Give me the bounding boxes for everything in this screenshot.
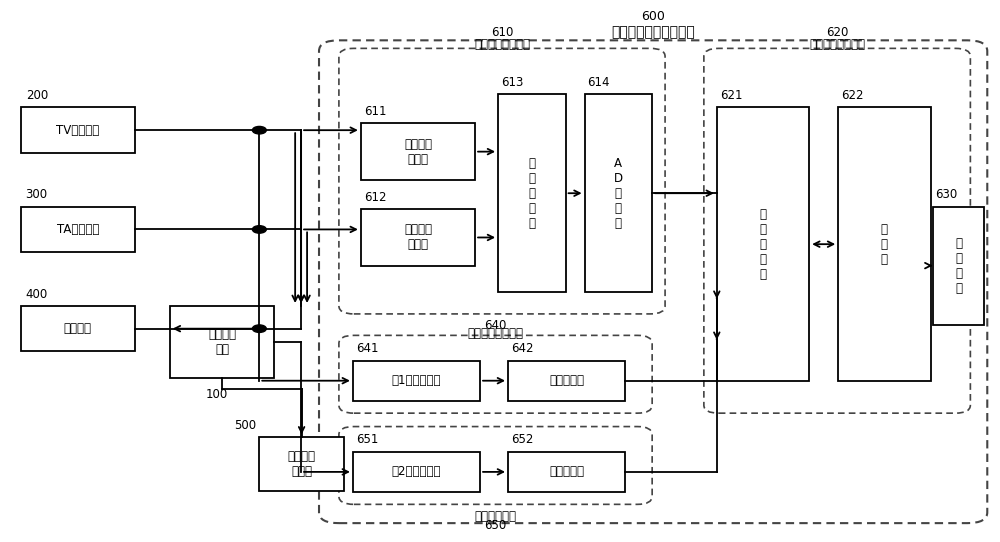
FancyBboxPatch shape — [319, 40, 987, 523]
Bar — [353, 452, 480, 492]
Circle shape — [252, 126, 266, 134]
Text: 报文解析器: 报文解析器 — [549, 466, 584, 479]
Text: 三相电压
互感器: 三相电压 互感器 — [404, 138, 432, 166]
Text: 数据处理控制单元: 数据处理控制单元 — [809, 37, 865, 50]
Bar — [361, 209, 475, 266]
Text: 650: 650 — [484, 519, 507, 532]
Bar — [21, 306, 135, 351]
Bar — [498, 94, 566, 293]
Circle shape — [252, 325, 266, 332]
Text: 被测合并
单元: 被测合并 单元 — [208, 328, 236, 356]
Text: 622: 622 — [841, 89, 864, 102]
Text: 610: 610 — [491, 26, 513, 39]
Text: 600: 600 — [641, 10, 665, 23]
Bar — [361, 124, 475, 180]
Circle shape — [252, 225, 266, 233]
FancyBboxPatch shape — [339, 48, 665, 314]
Text: 光纤数字
电能表: 光纤数字 电能表 — [288, 450, 316, 478]
FancyBboxPatch shape — [704, 48, 970, 413]
Text: 第2光电转换器: 第2光电转换器 — [392, 466, 441, 479]
Bar — [508, 360, 625, 401]
Text: 100: 100 — [206, 388, 228, 401]
Bar — [933, 207, 984, 325]
Text: 613: 613 — [501, 75, 523, 88]
Bar — [838, 107, 931, 381]
Bar — [21, 207, 135, 252]
Text: 300: 300 — [26, 188, 48, 201]
Text: 500: 500 — [234, 419, 257, 432]
Text: 640: 640 — [484, 319, 507, 332]
Text: TV二次回路: TV二次回路 — [56, 124, 99, 137]
FancyBboxPatch shape — [339, 427, 652, 505]
Text: 200: 200 — [26, 89, 48, 102]
Text: 人
机
界
面: 人 机 界 面 — [955, 237, 962, 295]
Text: 651: 651 — [356, 434, 378, 447]
Text: 同步信号处理单元: 同步信号处理单元 — [468, 327, 524, 340]
Bar — [259, 437, 344, 491]
Text: 630: 630 — [936, 188, 958, 201]
Text: 脉冲调理器: 脉冲调理器 — [549, 374, 584, 387]
Bar — [717, 107, 809, 381]
Text: 信
号
处
理
器: 信 号 处 理 器 — [528, 157, 535, 230]
Text: 611: 611 — [364, 105, 386, 118]
Text: 三相电流
互感器: 三相电流 互感器 — [404, 223, 432, 251]
FancyBboxPatch shape — [339, 335, 652, 413]
Bar — [170, 306, 274, 378]
Bar — [353, 360, 480, 401]
Text: 数
据
处
理
器: 数 据 处 理 器 — [760, 208, 767, 281]
Text: 614: 614 — [588, 75, 610, 88]
Text: 652: 652 — [511, 434, 533, 447]
Text: 641: 641 — [356, 342, 378, 355]
Text: 400: 400 — [26, 287, 48, 300]
Text: 621: 621 — [720, 89, 742, 102]
Text: 612: 612 — [364, 191, 386, 204]
Text: 控
制
器: 控 制 器 — [881, 223, 888, 266]
Bar — [508, 452, 625, 492]
Bar — [21, 107, 135, 153]
Bar — [585, 94, 652, 293]
Text: A
D
转
换
器: A D 转 换 器 — [614, 157, 623, 230]
Text: 合并单元现场检测装置: 合并单元现场检测装置 — [611, 25, 695, 39]
Text: TA二次回路: TA二次回路 — [57, 223, 99, 236]
Text: 模拟信号采集单元: 模拟信号采集单元 — [474, 37, 530, 50]
Text: 同步时钟: 同步时钟 — [64, 322, 92, 335]
Text: 第1光电转换器: 第1光电转换器 — [392, 374, 441, 387]
Text: 报文处理单元: 报文处理单元 — [475, 509, 517, 522]
Text: 642: 642 — [511, 342, 533, 355]
Text: 620: 620 — [826, 26, 848, 39]
